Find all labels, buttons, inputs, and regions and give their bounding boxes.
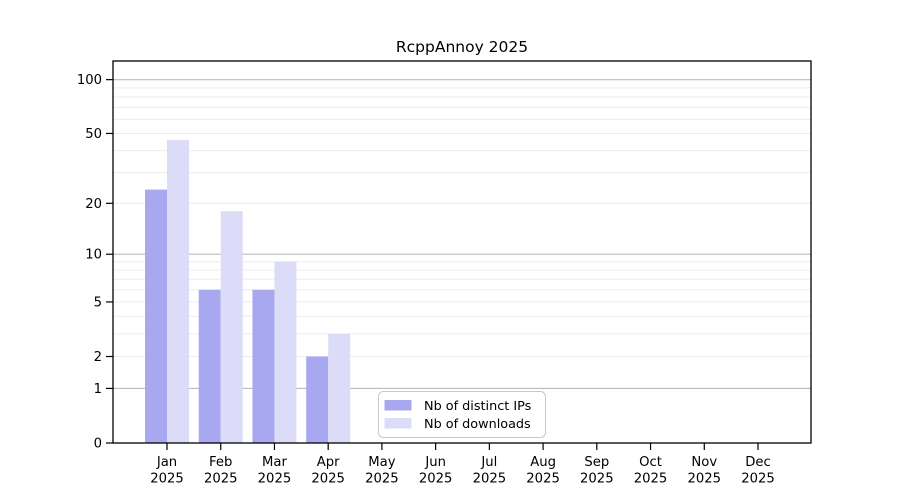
x-tick-sublabel-dec: 2025 <box>741 472 775 487</box>
bar-distinct-ips-feb <box>198 289 221 443</box>
x-tick-sublabel-sep: 2025 <box>580 472 614 487</box>
bars-layer <box>145 139 351 443</box>
x-tick-label-may: May <box>368 455 395 470</box>
legend-swatch-distinct-ips-icon <box>384 400 412 411</box>
x-tick-label-jul: Jul <box>480 455 497 470</box>
x-tick-sublabel-jan: 2025 <box>150 472 184 487</box>
plot-frame <box>112 60 812 444</box>
x-tick-sublabel-nov: 2025 <box>687 472 721 487</box>
x-tick-label-jan: Jan <box>156 455 177 470</box>
bar-downloads-feb <box>220 211 243 443</box>
y-tick-label-10: 10 <box>85 248 102 263</box>
y-tick-label-50: 50 <box>85 127 102 142</box>
legend-label-downloads: Nb of downloads <box>424 417 531 432</box>
x-tick-label-aug: Aug <box>530 455 556 470</box>
x-tick-sublabel-jun: 2025 <box>419 472 453 487</box>
bar-downloads-jan <box>167 139 189 443</box>
x-tick-sublabel-feb: 2025 <box>204 472 238 487</box>
bar-downloads-apr <box>328 333 351 443</box>
x-tick-label-jun: Jun <box>424 455 446 470</box>
x-tick-sublabel-apr: 2025 <box>311 472 345 487</box>
x-tick-sublabel-aug: 2025 <box>526 472 560 487</box>
x-tick-label-oct: Oct <box>639 455 662 470</box>
x-tick-label-dec: Dec <box>745 455 771 470</box>
axes-layer: 0 1 2 5 10 20 50 100 Jan 2025 Feb 2025 Mar 2025 Apr 202… <box>77 60 812 487</box>
x-tick-label-feb: Feb <box>209 455 232 470</box>
legend-box <box>378 391 546 438</box>
legend: Nb of distinct IPs Nb of downloads <box>378 391 546 438</box>
x-tick-label-mar: Mar <box>262 455 287 470</box>
bar-downloads-mar <box>274 261 297 443</box>
legend-swatch-downloads-icon <box>384 418 412 429</box>
x-tick-sublabel-may: 2025 <box>365 472 399 487</box>
x-tick-sublabel-jul: 2025 <box>473 472 507 487</box>
bar-distinct-ips-apr <box>306 356 329 443</box>
y-tick-label-2: 2 <box>94 350 102 365</box>
y-tick-label-5: 5 <box>94 295 102 310</box>
y-tick-label-100: 100 <box>77 73 102 88</box>
y-tick-label-0: 0 <box>94 437 102 452</box>
x-tick-label-apr: Apr <box>317 455 340 470</box>
x-tick-label-nov: Nov <box>691 455 717 470</box>
y-tick-label-20: 20 <box>85 197 102 212</box>
legend-label-distinct-ips: Nb of distinct IPs <box>424 399 532 414</box>
chart-title: RcppAnnoy 2025 <box>396 38 528 56</box>
x-tick-sublabel-oct: 2025 <box>634 472 668 487</box>
x-tick-label-sep: Sep <box>584 455 609 470</box>
y-tick-label-1: 1 <box>94 382 102 397</box>
bar-distinct-ips-mar <box>252 289 275 443</box>
bar-distinct-ips-jan <box>145 189 167 443</box>
x-tick-sublabel-mar: 2025 <box>258 472 292 487</box>
